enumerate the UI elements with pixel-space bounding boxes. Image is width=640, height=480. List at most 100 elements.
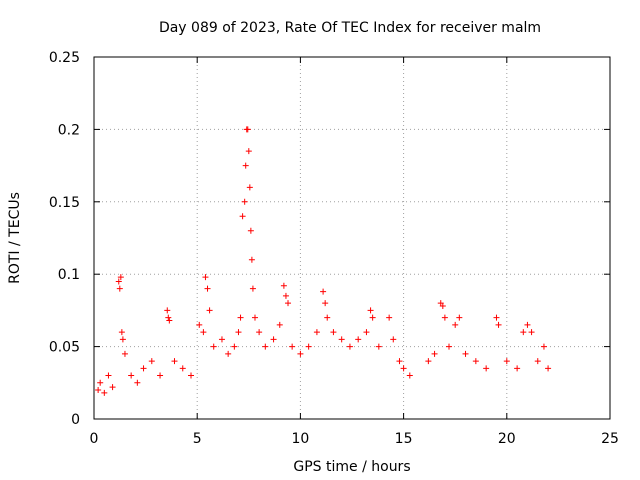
data-point xyxy=(528,329,535,336)
data-point xyxy=(241,198,248,205)
data-point xyxy=(346,343,353,350)
data-point xyxy=(472,358,479,365)
x-tick-label: 20 xyxy=(498,431,516,447)
y-tick-label: 0.25 xyxy=(49,50,80,66)
data-point xyxy=(375,343,382,350)
data-point xyxy=(276,321,283,328)
data-point xyxy=(452,321,459,328)
x-tick-label: 15 xyxy=(395,431,413,447)
data-point xyxy=(524,321,531,328)
x-axis-label: GPS time / hours xyxy=(293,459,410,475)
data-point xyxy=(245,148,252,155)
data-point xyxy=(119,336,126,343)
data-point xyxy=(305,343,312,350)
data-point xyxy=(200,329,207,336)
data-point xyxy=(540,343,547,350)
data-point xyxy=(545,365,552,372)
y-tick-label: 0.15 xyxy=(49,195,80,211)
data-point xyxy=(148,358,155,365)
data-point xyxy=(97,379,104,386)
y-tick-label: 0.05 xyxy=(49,340,80,356)
data-point xyxy=(251,314,258,321)
y-tick-label: 0.1 xyxy=(58,267,80,283)
data-point xyxy=(462,350,469,357)
data-point xyxy=(355,336,362,343)
data-point xyxy=(456,314,463,321)
data-point xyxy=(396,358,403,365)
data-point xyxy=(117,274,124,281)
data-point xyxy=(338,336,345,343)
data-point xyxy=(390,336,397,343)
data-point xyxy=(116,285,123,292)
data-point xyxy=(210,343,217,350)
data-point xyxy=(196,321,203,328)
data-point xyxy=(520,329,527,336)
data-point xyxy=(483,365,490,372)
data-point xyxy=(534,358,541,365)
data-point xyxy=(95,387,102,394)
data-point xyxy=(441,314,448,321)
data-point xyxy=(244,126,251,133)
data-point xyxy=(446,343,453,350)
data-point xyxy=(118,329,125,336)
data-point xyxy=(503,358,510,365)
data-point xyxy=(324,314,331,321)
data-point xyxy=(256,329,263,336)
data-point xyxy=(121,350,128,357)
data-point xyxy=(128,372,135,379)
data-point xyxy=(115,278,122,285)
x-tick-label: 10 xyxy=(291,431,309,447)
chart-title: Day 089 of 2023, Rate Of TEC Index for r… xyxy=(159,20,541,36)
data-point xyxy=(140,365,147,372)
data-point xyxy=(262,343,269,350)
data-point xyxy=(188,372,195,379)
data-point xyxy=(280,282,287,289)
data-point xyxy=(400,365,407,372)
data-point xyxy=(231,343,238,350)
data-point xyxy=(282,292,289,299)
data-point xyxy=(166,317,173,324)
data-point xyxy=(386,314,393,321)
x-tick-label: 0 xyxy=(90,431,99,447)
y-tick-label: 0.2 xyxy=(58,122,80,138)
data-point xyxy=(363,329,370,336)
data-point xyxy=(514,365,521,372)
data-point xyxy=(239,213,246,220)
data-point xyxy=(206,307,213,314)
axis-ticks: 0 5 10 15 20 25 0 0.05 0.1 0.15 0.2 0.25 xyxy=(49,50,619,447)
data-point xyxy=(235,329,242,336)
grid xyxy=(94,57,610,419)
data-point xyxy=(165,314,172,321)
data-point xyxy=(425,358,432,365)
data-point xyxy=(202,274,209,281)
x-tick-label: 25 xyxy=(601,431,619,447)
data-point xyxy=(270,336,277,343)
data-point xyxy=(330,329,337,336)
data-point xyxy=(242,162,249,169)
plot-frame xyxy=(93,56,611,420)
y-tick-label: 0 xyxy=(71,412,80,428)
data-point xyxy=(164,307,171,314)
y-axis-label: ROTI / TECUs xyxy=(7,192,23,284)
data-point xyxy=(237,314,244,321)
x-tick-label: 5 xyxy=(193,431,202,447)
data-point xyxy=(369,314,376,321)
data-point xyxy=(285,300,292,307)
data-point xyxy=(249,285,256,292)
data-point xyxy=(225,350,232,357)
data-point xyxy=(431,350,438,357)
data-point xyxy=(439,303,446,310)
data-point xyxy=(493,314,500,321)
data-point xyxy=(109,384,116,391)
data-point xyxy=(313,329,320,336)
data-point xyxy=(495,321,502,328)
data-point xyxy=(289,343,296,350)
data-point xyxy=(248,256,255,263)
data-point xyxy=(134,379,141,386)
data-point xyxy=(171,358,178,365)
data-point xyxy=(179,365,186,372)
data-point xyxy=(218,336,225,343)
data-point xyxy=(247,227,254,234)
data-points xyxy=(95,126,552,396)
